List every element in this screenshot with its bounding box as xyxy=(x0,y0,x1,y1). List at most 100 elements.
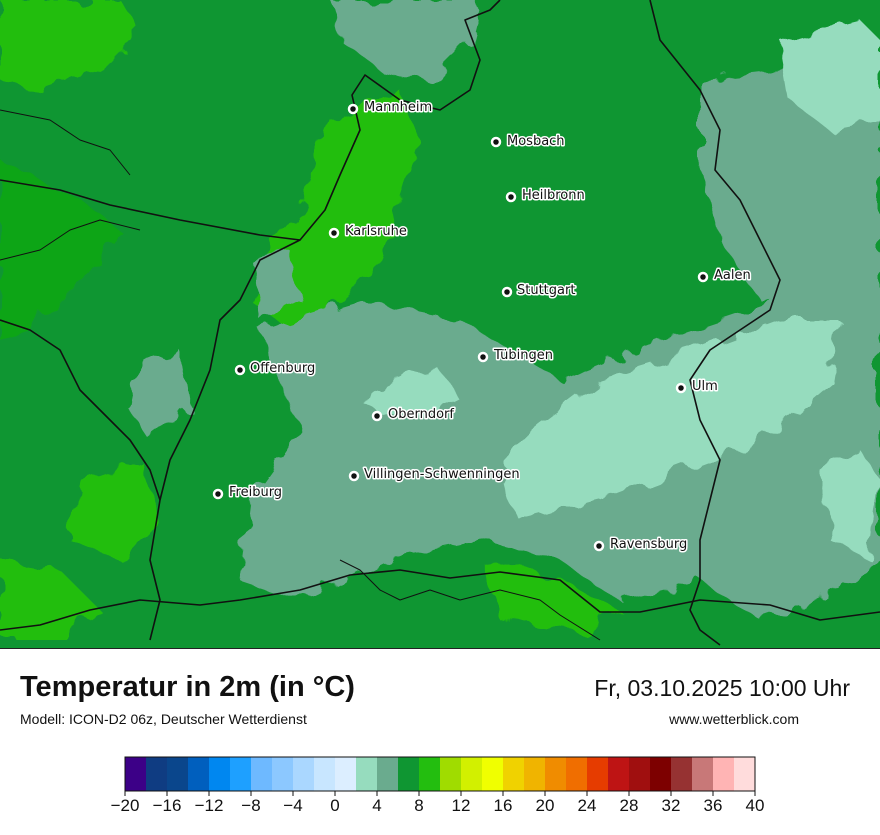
temp-zone-cold-alb xyxy=(500,320,840,520)
legend-svg: −20 −16 −12 −8 −4 0 4 8 12 16 20 24 28 32 36 40 xyxy=(111,756,765,815)
svg-text:Ulm: Ulm xyxy=(692,379,718,394)
svg-text:Stuttgart: Stuttgart xyxy=(517,283,575,298)
city-heilbronn[interactable]: Heilbronn xyxy=(505,187,586,205)
legend-tick-label: −20 xyxy=(111,796,140,815)
legend-tick-label: 36 xyxy=(704,796,723,815)
legend-swatch xyxy=(251,757,273,791)
legend-tick-label: −4 xyxy=(283,796,302,815)
legend-tick-label: 16 xyxy=(494,796,513,815)
temp-zone-cold-oberndorf xyxy=(370,370,460,420)
svg-text:Mosbach: Mosbach xyxy=(507,134,565,149)
legend-tick-label: −8 xyxy=(241,796,260,815)
legend-swatch xyxy=(335,757,357,791)
legend-swatch xyxy=(524,757,546,791)
legend-tick-label: −12 xyxy=(195,796,224,815)
legend-swatch xyxy=(356,757,378,791)
temp-zone-cold-southeast xyxy=(820,450,880,560)
temp-zone-cold-northeast xyxy=(780,20,880,130)
legend-swatch xyxy=(713,757,735,791)
legend-swatch xyxy=(671,757,693,791)
legend-swatch xyxy=(377,757,399,791)
country-border-fr xyxy=(0,319,161,501)
legend-swatch xyxy=(125,757,147,791)
legend-swatch xyxy=(167,757,189,791)
legend-tick-label: 32 xyxy=(662,796,681,815)
legend-tick-label: 8 xyxy=(414,796,423,815)
temperature-map: Mannheim Mosbach Heilbronn Karlsruhe Aal… xyxy=(0,0,880,649)
legend-swatch xyxy=(482,757,504,791)
legend-swatch xyxy=(608,757,630,791)
legend-tick-label: 24 xyxy=(578,796,597,815)
svg-text:Offenburg: Offenburg xyxy=(250,361,315,376)
temp-zone-cool-north xyxy=(330,0,480,80)
city-ulm[interactable]: Ulm xyxy=(675,378,719,396)
legend-swatch xyxy=(398,757,420,791)
svg-text:Tübingen: Tübingen xyxy=(493,348,553,363)
district-border-north xyxy=(0,109,131,176)
svg-text:Karlsruhe: Karlsruhe xyxy=(345,224,407,239)
district-border-west xyxy=(0,219,141,261)
svg-text:Heilbronn: Heilbronn xyxy=(522,188,585,203)
legend-tick-label: 28 xyxy=(620,796,639,815)
legend-tick-label: 40 xyxy=(746,796,765,815)
legend-swatch xyxy=(188,757,210,791)
legend-tick-label: 20 xyxy=(536,796,555,815)
legend-tick-label: 0 xyxy=(330,796,339,815)
legend-swatch xyxy=(587,757,609,791)
city-mannheim[interactable]: Mannheim xyxy=(347,99,434,117)
city-stuttgart[interactable]: Stuttgart xyxy=(501,282,577,300)
map-svg: Mannheim Mosbach Heilbronn Karlsruhe Aal… xyxy=(0,0,880,648)
legend-tick-label: −16 xyxy=(153,796,182,815)
legend-swatch xyxy=(503,757,525,791)
city-ravensburg[interactable]: Ravensburg xyxy=(593,536,689,554)
city-tuebingen[interactable]: Tübingen xyxy=(477,347,555,365)
model-info: Modell: ICON-D2 06z, Deutscher Wetterdie… xyxy=(20,711,307,727)
city-aalen[interactable]: Aalen xyxy=(697,267,752,285)
svg-text:Mannheim: Mannheim xyxy=(364,100,432,115)
city-freiburg[interactable]: Freiburg xyxy=(212,484,284,502)
district-border-swiss xyxy=(339,559,601,641)
svg-text:Freiburg: Freiburg xyxy=(229,485,282,500)
svg-text:Oberndorf: Oberndorf xyxy=(388,407,454,422)
legend-swatch xyxy=(545,757,567,791)
legend-swatch xyxy=(146,757,168,791)
city-karlsruhe[interactable]: Karlsruhe xyxy=(328,223,408,241)
state-border-bw-east xyxy=(649,0,781,646)
forecast-datetime: Fr, 03.10.2025 10:00 Uhr xyxy=(594,675,850,701)
temp-zone-warm-southwest xyxy=(0,560,100,640)
svg-text:Ravensburg: Ravensburg xyxy=(610,537,687,552)
state-border-rhine xyxy=(149,239,301,641)
legend-tick-label: 4 xyxy=(372,796,381,815)
website-link[interactable]: www.wetterblick.com xyxy=(669,711,799,727)
legend-frame xyxy=(124,756,756,792)
city-offenburg[interactable]: Offenburg xyxy=(234,360,317,378)
temp-zone-warm-bodensee xyxy=(480,560,620,630)
footer: Temperatur in 2m (in °C) Modell: ICON-D2… xyxy=(0,649,880,830)
legend-swatch xyxy=(209,757,231,791)
temp-zone-warm-north xyxy=(0,0,140,90)
city-mosbach[interactable]: Mosbach xyxy=(490,133,566,151)
legend-swatch xyxy=(566,757,588,791)
temp-zone-warm-south xyxy=(70,460,160,560)
temperature-field xyxy=(0,0,880,640)
color-legend: −20 −16 −12 −8 −4 0 4 8 12 16 20 24 28 32 36 40 xyxy=(0,751,880,830)
city-oberndorf[interactable]: Oberndorf xyxy=(371,406,456,424)
legend-swatch xyxy=(650,757,672,791)
svg-text:Aalen: Aalen xyxy=(714,268,751,283)
temp-zone-warm-west xyxy=(0,160,120,340)
legend-swatch xyxy=(734,757,756,791)
city-villingen-schwenningen[interactable]: Villingen-Schwenningen xyxy=(348,466,521,484)
borders xyxy=(0,0,880,646)
legend-swatch xyxy=(629,757,651,791)
country-border-south xyxy=(0,569,880,631)
svg-text:Villingen-Schwenningen: Villingen-Schwenningen xyxy=(364,467,520,482)
legend-swatch xyxy=(314,757,336,791)
legend-swatch xyxy=(440,757,462,791)
temp-zone-cool-mid xyxy=(250,250,300,320)
legend-swatch xyxy=(293,757,315,791)
temp-zone-cool-west xyxy=(130,350,190,440)
legend-swatch xyxy=(272,757,294,791)
map-title: Temperatur in 2m (in °C) xyxy=(20,671,355,703)
legend-tick-label: 12 xyxy=(452,796,471,815)
legend-swatch xyxy=(692,757,714,791)
